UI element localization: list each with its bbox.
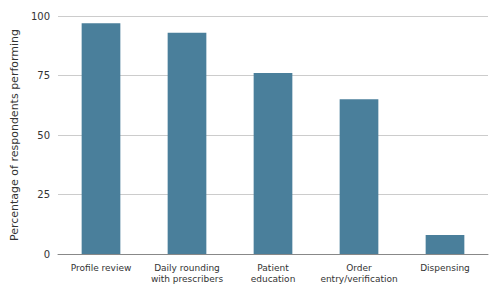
svg-text:Daily rounding: Daily rounding bbox=[154, 263, 220, 273]
svg-text:Profile review: Profile review bbox=[71, 263, 132, 273]
svg-text:50: 50 bbox=[37, 130, 50, 141]
svg-text:education: education bbox=[251, 274, 296, 284]
svg-text:0: 0 bbox=[44, 249, 50, 260]
svg-text:Percentage of respondents perf: Percentage of respondents performing bbox=[8, 29, 21, 241]
svg-text:Patient: Patient bbox=[257, 263, 289, 273]
svg-text:100: 100 bbox=[31, 11, 50, 22]
svg-text:75: 75 bbox=[37, 70, 50, 81]
svg-text:with prescribers: with prescribers bbox=[151, 274, 223, 284]
svg-text:Dispensing: Dispensing bbox=[420, 263, 470, 273]
svg-text:25: 25 bbox=[37, 189, 50, 200]
svg-text:entry/verification: entry/verification bbox=[320, 274, 397, 284]
svg-text:Order: Order bbox=[346, 263, 372, 273]
